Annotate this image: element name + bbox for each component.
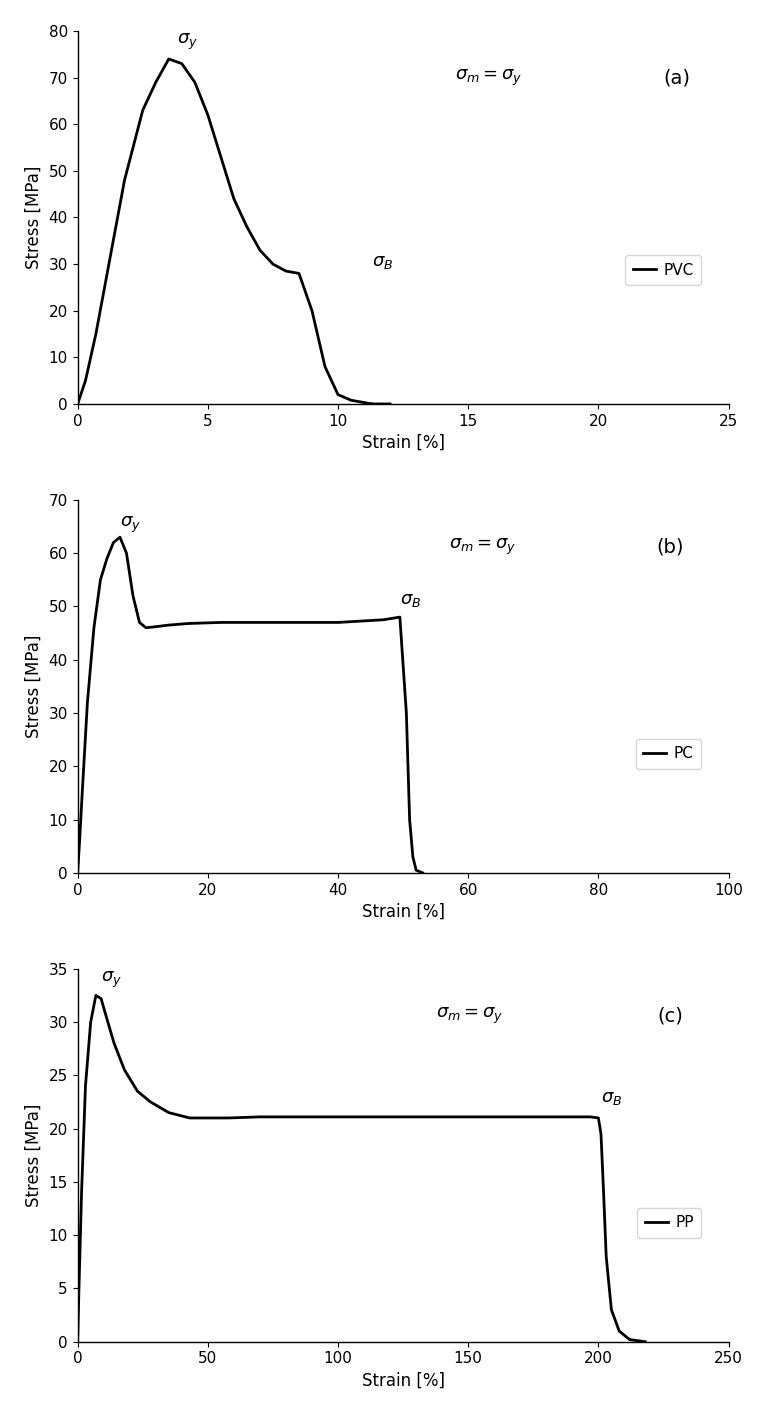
Y-axis label: Stress [MPa]: Stress [MPa] <box>25 166 43 269</box>
Y-axis label: Stress [MPa]: Stress [MPa] <box>25 1104 43 1207</box>
Text: $\sigma_m=\sigma_y$: $\sigma_m=\sigma_y$ <box>449 538 516 558</box>
X-axis label: Strain [%]: Strain [%] <box>362 434 445 453</box>
Text: (c): (c) <box>657 1006 683 1024</box>
Text: (a): (a) <box>663 68 690 88</box>
Text: $\sigma_m=\sigma_y$: $\sigma_m=\sigma_y$ <box>435 1006 503 1026</box>
Text: $\sigma_y$: $\sigma_y$ <box>101 969 122 990</box>
Legend: PP: PP <box>637 1207 701 1238</box>
Text: $\sigma_y$: $\sigma_y$ <box>177 31 197 52</box>
Text: $\sigma_m=\sigma_y$: $\sigma_m=\sigma_y$ <box>455 68 522 89</box>
X-axis label: Strain [%]: Strain [%] <box>362 903 445 921</box>
Legend: PC: PC <box>636 739 701 768</box>
Y-axis label: Stress [MPa]: Stress [MPa] <box>25 635 43 739</box>
X-axis label: Strain [%]: Strain [%] <box>362 1373 445 1390</box>
Text: $\sigma_B$: $\sigma_B$ <box>372 253 393 272</box>
Text: $\sigma_B$: $\sigma_B$ <box>400 591 421 608</box>
Text: $\sigma_y$: $\sigma_y$ <box>120 514 141 535</box>
Text: (b): (b) <box>656 538 684 556</box>
Legend: PVC: PVC <box>625 255 701 286</box>
Text: $\sigma_B$: $\sigma_B$ <box>601 1090 622 1108</box>
